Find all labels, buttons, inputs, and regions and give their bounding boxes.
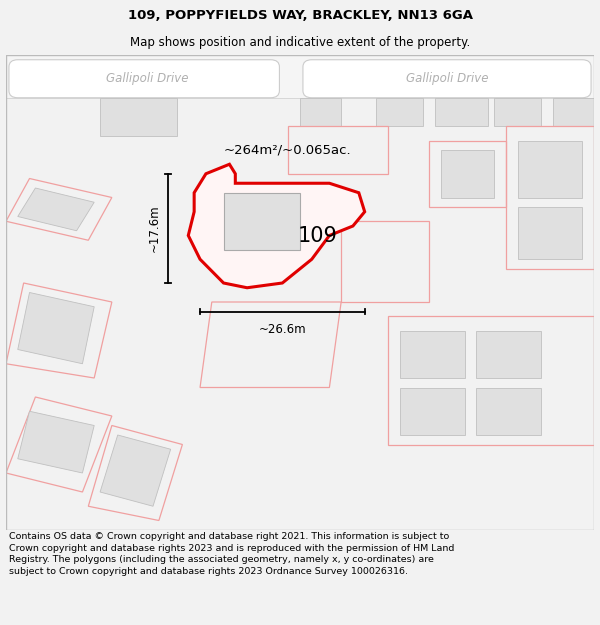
Polygon shape — [518, 141, 582, 198]
Text: 109, POPPYFIELDS WAY, BRACKLEY, NN13 6GA: 109, POPPYFIELDS WAY, BRACKLEY, NN13 6GA — [128, 9, 473, 22]
Polygon shape — [441, 150, 494, 198]
Text: Map shows position and indicative extent of the property.: Map shows position and indicative extent… — [130, 36, 470, 49]
FancyBboxPatch shape — [303, 60, 591, 98]
Polygon shape — [6, 55, 594, 98]
Text: ~17.6m: ~17.6m — [148, 204, 161, 252]
Polygon shape — [18, 188, 94, 231]
Polygon shape — [400, 331, 464, 378]
Polygon shape — [188, 164, 365, 288]
Polygon shape — [100, 435, 170, 506]
Text: Contains OS data © Crown copyright and database right 2021. This information is : Contains OS data © Crown copyright and d… — [9, 532, 454, 576]
Polygon shape — [18, 411, 94, 473]
Polygon shape — [18, 292, 94, 364]
Polygon shape — [476, 388, 541, 435]
Polygon shape — [224, 192, 300, 250]
Text: ~264m²/~0.065ac.: ~264m²/~0.065ac. — [224, 144, 351, 156]
FancyBboxPatch shape — [9, 60, 280, 98]
Polygon shape — [376, 98, 424, 126]
Polygon shape — [100, 98, 176, 136]
Text: ~26.6m: ~26.6m — [259, 323, 306, 336]
Text: Gallipoli Drive: Gallipoli Drive — [106, 72, 188, 85]
Text: Gallipoli Drive: Gallipoli Drive — [406, 72, 488, 85]
Polygon shape — [400, 388, 464, 435]
Polygon shape — [435, 98, 488, 126]
Polygon shape — [300, 98, 341, 126]
Polygon shape — [476, 331, 541, 378]
Polygon shape — [553, 98, 594, 126]
Polygon shape — [494, 98, 541, 126]
Text: 109: 109 — [298, 226, 338, 246]
Polygon shape — [518, 207, 582, 259]
